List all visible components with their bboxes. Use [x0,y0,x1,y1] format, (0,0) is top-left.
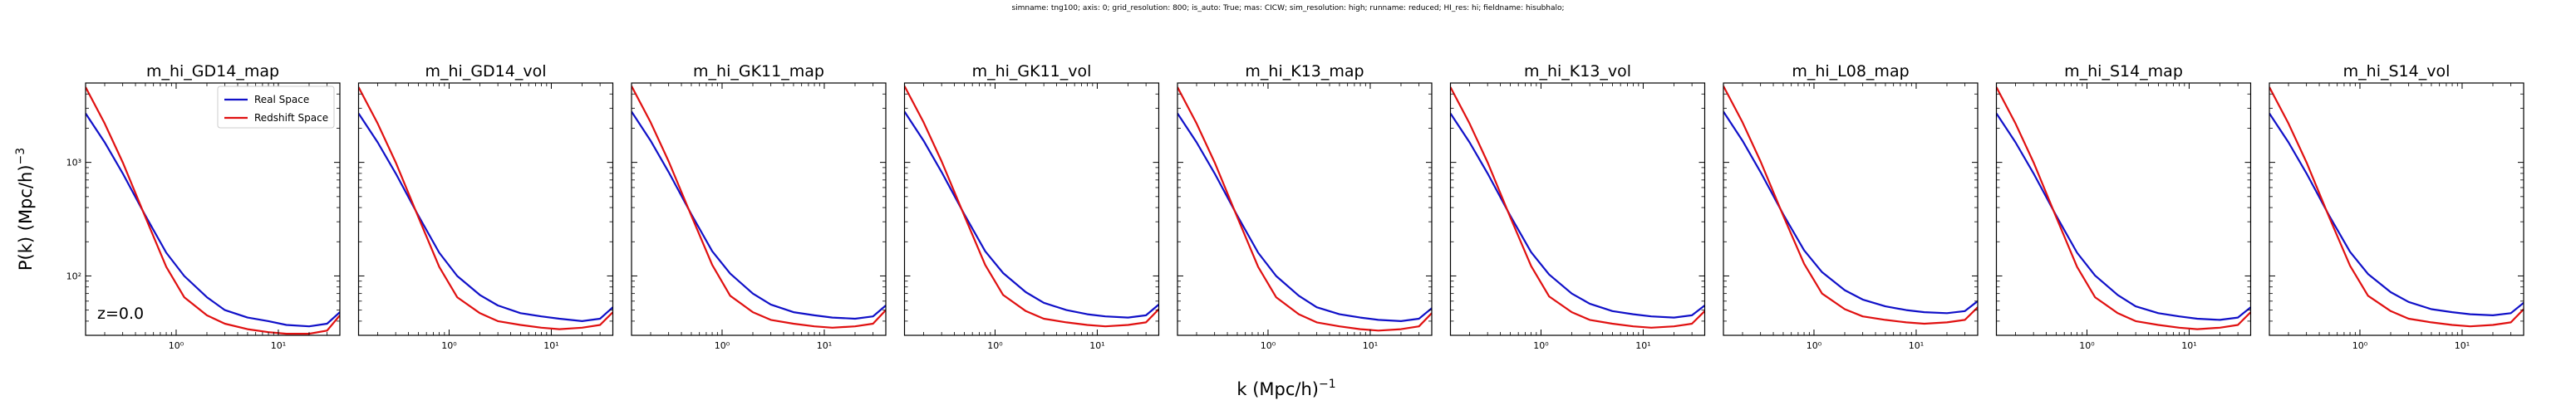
redshift-annotation: z=0.0 [97,305,144,323]
series-line-redshift-space [904,85,1159,328]
panel-title: m_hi_K13_map [1245,62,1364,81]
series-line-redshift-space [1723,85,1978,325]
panel-frame [357,82,614,336]
x-axis-label: k (Mpc/h)−1 [1236,378,1335,399]
series-line-redshift-space [1177,86,1432,332]
panel-title: m_hi_GD14_vol [425,62,546,81]
x-tick-label: 10¹ [2181,340,2196,351]
panel-5: m_hi_K13_map 10⁰ 10¹ [1177,62,1433,351]
x-tick-label: 10⁰ [169,340,184,351]
x-tick-label: 10⁰ [715,340,730,351]
series-line-real-space [2269,112,2524,316]
x-axis-label-exponent: −1 [1319,378,1336,391]
series-line-redshift-space [1996,86,2251,330]
legend-entry: Redshift Space [254,112,328,124]
series-line-real-space [1723,110,1978,315]
series-line-redshift-space [358,86,613,330]
panel-frame [1723,82,1979,336]
panel-frame [903,82,1160,336]
panel-frame [1177,82,1433,336]
panel-frame [1995,82,2252,336]
series-line-real-space [86,112,340,328]
panel-title: m_hi_S14_map [2064,62,2183,81]
legend: Real Space Redshift Space [217,85,335,129]
panel-frame [85,82,341,336]
panel-frame [1449,82,1706,336]
y-tick-label: 10² [66,271,81,281]
series-line-real-space [358,112,613,322]
panel-3: m_hi_GK11_map 10⁰ 10¹ [631,62,887,351]
figure-suptitle: simname: tng100; axis: 0; grid_resolutio… [1011,4,1565,12]
panels-group: m_hi_GD14_map 10⁰ 10¹ 10² 10³ Real Space Redsh… [66,62,2524,351]
panel-8: m_hi_S14_map 10⁰ 10¹ [1995,62,2252,351]
x-tick-label: 10¹ [1909,340,1924,351]
y-axis-label: P(k) (Mpc/h)−3 [14,148,36,271]
panel-title: m_hi_K13_vol [1524,62,1631,81]
x-tick-label: 10⁰ [441,340,457,351]
series-line-redshift-space [2269,86,2524,328]
panel-7: m_hi_L08_map 10⁰ 10¹ [1723,62,1979,351]
x-tick-label: 10⁰ [1261,340,1276,351]
panel-title: m_hi_GK11_vol [972,62,1092,81]
series-line-real-space [632,110,886,320]
panel-2: m_hi_GD14_vol 10⁰ 10¹ [357,62,614,351]
panel-title: m_hi_GK11_map [693,62,824,81]
legend-entry: Real Space [254,94,309,105]
panel-6: m_hi_K13_vol 10⁰ 10¹ [1449,62,1706,351]
x-tick-label: 10⁰ [987,340,1003,351]
x-tick-label: 10¹ [543,340,558,351]
panel-frame [2269,82,2524,336]
x-tick-label: 10¹ [1089,340,1104,351]
x-tick-label: 10⁰ [1533,340,1549,351]
series-line-real-space [1996,112,2251,321]
x-tick-label: 10⁰ [2352,340,2368,351]
x-tick-label: 10¹ [817,340,832,351]
panel-4: m_hi_GK11_vol 10⁰ 10¹ [903,62,1160,351]
x-tick-label: 10¹ [271,340,286,351]
series-line-redshift-space [1450,86,1705,329]
panel-title: m_hi_GD14_map [146,62,279,81]
panel-title: m_hi_S14_vol [2343,62,2451,81]
y-tick-label: 10³ [66,158,81,168]
x-tick-label: 10¹ [1635,340,1650,351]
y-axis-label-exponent: −3 [14,148,27,165]
panel-9: m_hi_S14_vol 10⁰ 10¹ [2269,62,2524,351]
series-line-real-space [1177,112,1432,322]
series-line-redshift-space [632,85,886,329]
x-tick-label: 10⁰ [2079,340,2095,351]
x-tick-label: 10⁰ [1807,340,1822,351]
y-axis-label-main: P(k) (Mpc/h) [16,164,36,271]
x-tick-label: 10¹ [2455,340,2470,351]
x-axis-label-main: k (Mpc/h) [1236,379,1319,399]
panel-frame [631,82,887,336]
series-line-redshift-space [86,86,340,335]
series-line-real-space [904,110,1159,319]
x-tick-label: 10¹ [1363,340,1378,351]
panel-1: m_hi_GD14_map 10⁰ 10¹ 10² 10³ Real Space Redsh… [66,62,341,351]
series-line-real-space [1450,112,1705,319]
panel-title: m_hi_L08_map [1792,62,1909,81]
